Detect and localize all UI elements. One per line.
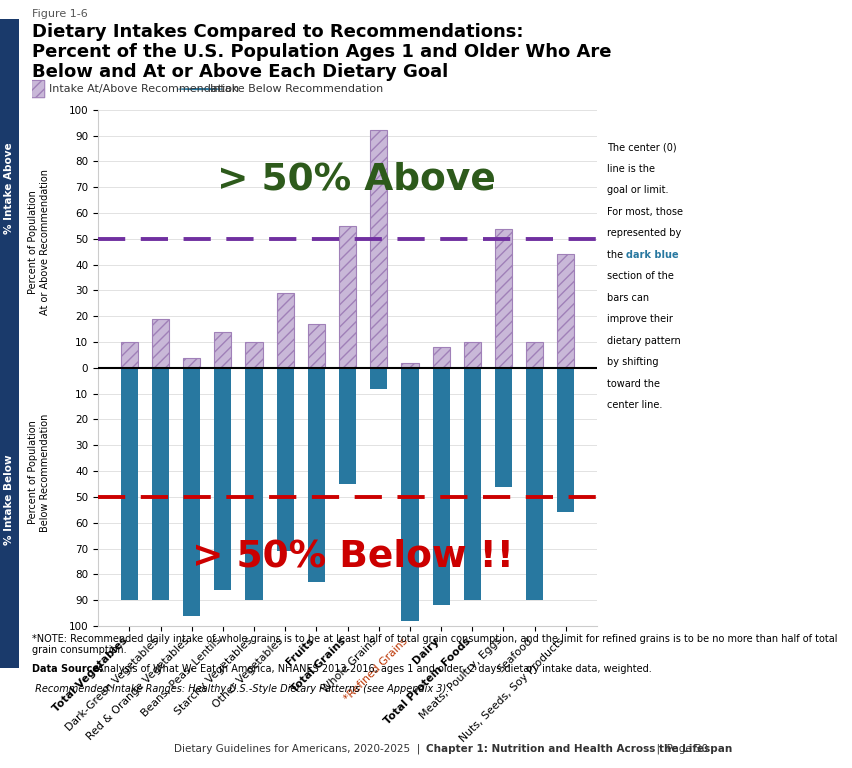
FancyBboxPatch shape: [32, 81, 44, 98]
Text: Chapter 1: Nutrition and Health Across the Lifespan: Chapter 1: Nutrition and Health Across t…: [426, 744, 732, 754]
Bar: [308, 324, 325, 368]
Text: section of the: section of the: [607, 271, 673, 281]
Bar: [121, 342, 138, 368]
Text: Data Source:: Data Source:: [32, 664, 102, 674]
Bar: [370, 131, 387, 368]
Text: line is the: line is the: [607, 164, 654, 174]
Text: dietary pattern: dietary pattern: [607, 336, 680, 346]
Text: dark blue: dark blue: [625, 250, 678, 260]
Text: > 50% Above: > 50% Above: [216, 161, 495, 197]
Text: the: the: [607, 250, 626, 260]
Bar: [245, 368, 262, 600]
Text: Percent of Population
Below Recommendation: Percent of Population Below Recommendati…: [28, 413, 50, 531]
Text: % Intake Above: % Intake Above: [4, 142, 14, 233]
Bar: [432, 347, 449, 368]
Text: center line.: center line.: [607, 400, 662, 410]
Bar: [276, 368, 293, 551]
Circle shape: [177, 88, 223, 90]
Bar: [338, 368, 356, 484]
Bar: [152, 319, 169, 368]
Bar: [556, 368, 573, 512]
Bar: [183, 358, 200, 368]
Text: bars can: bars can: [607, 293, 648, 303]
Text: Analysis of What We Eat in America, NHANES 2013-2016, ages 1 and older, 2 days d: Analysis of What We Eat in America, NHAN…: [94, 664, 651, 674]
Bar: [463, 368, 481, 600]
Bar: [401, 362, 418, 368]
Bar: [494, 368, 511, 487]
Text: Dietary Intakes Compared to Recommendations:: Dietary Intakes Compared to Recommendati…: [32, 23, 522, 41]
Bar: [526, 342, 543, 368]
Text: > 50% Below !!: > 50% Below !!: [192, 538, 513, 574]
Text: |  Page 30: | Page 30: [649, 743, 707, 754]
Text: % Intake Below: % Intake Below: [4, 454, 14, 545]
Text: by shifting: by shifting: [607, 357, 658, 367]
Text: Below and At or Above Each Dietary Goal: Below and At or Above Each Dietary Goal: [32, 63, 447, 81]
Text: Intake At/Above Recommendation: Intake At/Above Recommendation: [49, 84, 239, 94]
Text: improve their: improve their: [607, 314, 672, 324]
Bar: [526, 368, 543, 600]
Bar: [214, 332, 231, 368]
Text: Percent of the U.S. Population Ages 1 and Older Who Are: Percent of the U.S. Population Ages 1 an…: [32, 43, 610, 61]
Text: *NOTE: Recommended daily intake of whole grains is to be at least half of total : *NOTE: Recommended daily intake of whole…: [32, 634, 836, 655]
Bar: [276, 293, 293, 368]
Bar: [152, 368, 169, 600]
Bar: [432, 368, 449, 605]
Text: Intake Below Recommendation: Intake Below Recommendation: [210, 84, 383, 94]
Text: toward the: toward the: [607, 379, 659, 389]
Text: represented by: represented by: [607, 228, 681, 238]
Text: Dietary Guidelines for Americans, 2020-2025  |: Dietary Guidelines for Americans, 2020-2…: [174, 743, 426, 754]
Bar: [556, 254, 573, 368]
Text: The center (0): The center (0): [607, 142, 676, 152]
Text: For most, those: For most, those: [607, 207, 682, 217]
Bar: [245, 342, 262, 368]
Text: Percent of Population
At or Above Recommendation: Percent of Population At or Above Recomm…: [28, 169, 50, 315]
Text: Figure 1-6: Figure 1-6: [32, 9, 87, 19]
Bar: [494, 229, 511, 368]
Text: Recommended Intake Ranges: Healthy U.S.-Style Dietary Patterns (see Appendix 3).: Recommended Intake Ranges: Healthy U.S.-…: [32, 684, 448, 694]
Bar: [214, 368, 231, 590]
Bar: [308, 368, 325, 582]
Bar: [338, 226, 356, 368]
Text: goal or limit.: goal or limit.: [607, 185, 668, 195]
Bar: [463, 342, 481, 368]
Bar: [401, 368, 418, 621]
Bar: [121, 368, 138, 600]
Bar: [183, 368, 200, 616]
Bar: [370, 368, 387, 389]
